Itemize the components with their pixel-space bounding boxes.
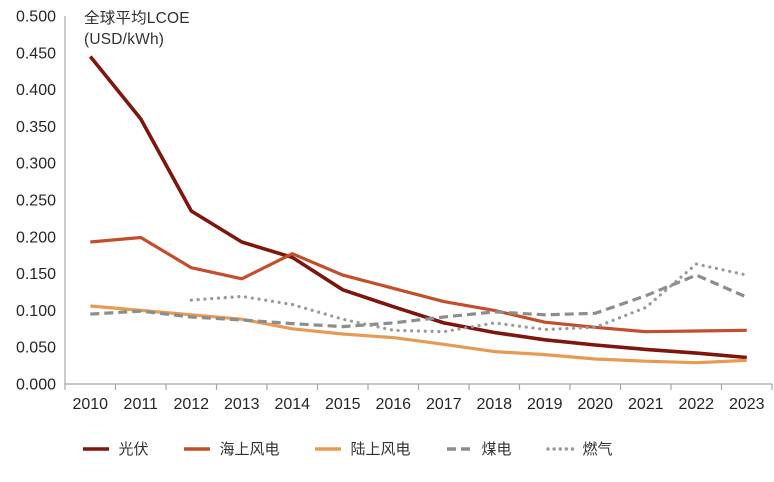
series-line-gas-power: [189, 262, 749, 334]
x-axis-tick-label: 2022: [678, 396, 714, 413]
x-axis-tick-label: 2012: [173, 396, 209, 413]
y-axis-tick-label: 0.350: [16, 119, 56, 136]
x-axis-tick-label: 2021: [628, 396, 664, 413]
series-line-coal-power: [90, 273, 748, 329]
legend-item-offshore-wind: 海上风电: [182, 438, 279, 459]
legend-label-coal-power: 煤电: [481, 441, 512, 458]
legend-label-onshore-wind: 陆上风电: [350, 441, 411, 458]
chart-title-text: 全球平均LCOE: [84, 10, 190, 27]
y-axis-tick-label: 0.100: [16, 303, 56, 320]
legend-swatch-coal-power-icon: [446, 446, 473, 451]
y-axis-tick-label: 0.450: [16, 45, 56, 62]
legend-item-gas-power: 燃气: [545, 438, 613, 459]
legend-label-solar-pv: 光伏: [118, 441, 149, 458]
legend-label-offshore-wind: 海上风电: [219, 441, 280, 458]
y-axis-tick-label: 0.500: [16, 9, 56, 26]
legend-item-onshore-wind: 陆上风电: [313, 438, 411, 459]
lcoe-line-chart: 0.000 0.050 0.100 0.150 0.200 0.250 0.300 0.350…: [16, 9, 773, 413]
x-axis-tick-label: 2010: [72, 396, 108, 413]
legend-swatch-solar-pv-icon: [83, 446, 110, 451]
x-axis-tick-label: 2018: [476, 396, 512, 413]
x-axis-tick-label: 2014: [274, 396, 310, 413]
x-axis-tick-label: 2023: [729, 396, 765, 413]
series-line-onshore-wind: [90, 304, 747, 365]
y-axis-tick-label: 0.300: [16, 156, 56, 173]
y-axis-tick-label: 0.050: [16, 340, 56, 357]
chart-unit-text: (USD/kWh): [84, 31, 165, 48]
x-axis-tick-label: 2020: [577, 396, 613, 413]
y-axis-tick-label: 0.000: [16, 377, 56, 394]
y-axis-tick-label: 0.400: [16, 82, 56, 99]
legend-label-gas-power: 燃气: [582, 441, 613, 458]
x-axis-tick-label: 2011: [124, 396, 159, 413]
x-axis-tick-label: 2013: [224, 396, 260, 413]
x-axis-tick-label: 2016: [375, 396, 411, 413]
legend-swatch-gas-power-icon: [545, 446, 576, 451]
legend-swatch-offshore-wind-icon: [184, 446, 211, 451]
series-line-solar-pv: [88, 55, 747, 360]
y-axis-tick-label: 0.150: [16, 266, 56, 283]
x-axis-tick-label: 2019: [527, 396, 563, 413]
y-axis-tick-label: 0.250: [16, 193, 56, 210]
series-line-offshore-wind: [90, 235, 747, 334]
y-axis-tick-label: 0.200: [16, 229, 56, 246]
x-axis-tick-label: 2017: [426, 396, 462, 413]
legend-item-solar-pv: 光伏: [81, 438, 148, 459]
x-axis-tick-label: 2015: [325, 396, 361, 413]
chart-legend: 光伏 海上风电 陆上风电 煤电 燃气: [0, 438, 694, 459]
legend-item-coal-power: 煤电: [445, 438, 512, 459]
legend-swatch-onshore-wind-icon: [315, 446, 342, 451]
chart-title: 全球平均LCOE (USD/kWh): [84, 8, 190, 50]
